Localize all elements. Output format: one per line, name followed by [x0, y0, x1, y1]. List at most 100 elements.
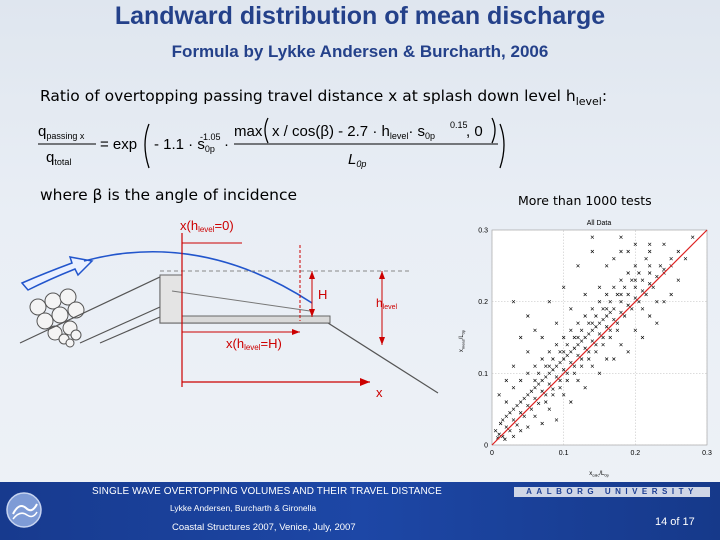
formula-comma-zero: , 0 — [466, 123, 483, 140]
label-x-hlevelH-end: =H) — [261, 336, 282, 351]
data-point — [533, 328, 537, 333]
data-point — [504, 400, 509, 404]
data-point — [576, 335, 580, 340]
data-point — [579, 357, 584, 361]
data-point — [640, 335, 645, 340]
data-point — [551, 393, 555, 397]
label-H: H — [318, 287, 327, 302]
data-point — [647, 271, 652, 275]
data-point — [561, 368, 566, 372]
data-point — [601, 335, 605, 340]
data-point — [644, 256, 648, 261]
data-point — [558, 385, 562, 390]
data-point — [615, 321, 620, 325]
data-point — [569, 328, 573, 333]
university-logo: AALBORG UNIVERSITY — [514, 487, 710, 497]
data-point — [601, 317, 605, 322]
data-point — [633, 242, 638, 247]
data-point — [676, 278, 681, 282]
label-x-hlevel0-end: =0) — [215, 218, 234, 233]
slide-title: Landward distribution of mean discharge — [114, 2, 606, 30]
data-point — [583, 335, 587, 340]
data-point — [551, 387, 555, 391]
data-point — [572, 364, 577, 368]
data-point — [565, 353, 569, 358]
data-point — [565, 342, 569, 347]
data-point — [662, 267, 666, 272]
data-point — [522, 414, 526, 419]
data-point — [612, 357, 616, 361]
data-point — [533, 385, 537, 390]
data-point — [640, 289, 645, 293]
y-axis-label: xmeas/L0p — [459, 329, 466, 352]
data-point — [626, 249, 630, 254]
data-point — [576, 264, 580, 268]
data-point — [590, 339, 595, 343]
data-point — [547, 371, 552, 376]
data-point — [544, 364, 548, 368]
breakwater-profile — [19, 276, 439, 394]
identity-line — [491, 229, 708, 446]
data-point — [608, 299, 612, 304]
svg-text:x(hlevel=0): x(hlevel=0) — [180, 218, 234, 234]
label-x-hlevelH-sub: level — [244, 343, 261, 352]
data-point — [583, 314, 587, 318]
data-point — [540, 335, 544, 340]
formula-num-tail-sup: 0.15 — [450, 120, 468, 130]
data-point — [594, 342, 598, 347]
formula-lhs-den: q — [46, 149, 54, 166]
data-point — [597, 321, 602, 325]
data-point — [590, 321, 595, 325]
data-point — [647, 242, 652, 247]
data-point — [518, 428, 523, 433]
data-point — [655, 274, 659, 279]
data-point — [608, 335, 612, 340]
data-point — [518, 378, 523, 383]
footer-title: SINGLE WAVE OVERTOPPING VOLUMES AND THEI… — [92, 486, 442, 497]
data-point — [518, 335, 523, 340]
data-point — [579, 328, 584, 333]
where-text: where β is the angle of incidence — [40, 186, 298, 204]
svg-text:x(hlevel=H): x(hlevel=H) — [226, 336, 282, 352]
svg-text:- 1.1 · s0p: - 1.1 · s0p — [154, 136, 215, 154]
formula-den: L — [348, 151, 356, 168]
data-point — [626, 292, 630, 297]
data-point — [544, 400, 548, 404]
data-point — [504, 414, 509, 419]
data-point — [554, 342, 559, 347]
formula-lhs-den-sub: total — [54, 157, 71, 167]
x-axis-label: xcalc/L0p — [589, 471, 609, 478]
data-point — [658, 264, 663, 268]
data-point — [547, 364, 552, 368]
data-point — [547, 407, 552, 411]
formula-num-tail-sub: 0p — [425, 131, 435, 141]
data-point — [637, 299, 641, 304]
data-point — [561, 350, 566, 354]
svg-text:hlevel: hlevel — [376, 296, 398, 311]
data-point — [690, 235, 695, 239]
x-tick-label: 0.2 — [630, 450, 640, 457]
data-point — [669, 292, 673, 297]
data-point — [583, 385, 587, 390]
data-point — [612, 317, 616, 322]
svg-text:L0p: L0p — [348, 151, 366, 169]
data-point — [551, 357, 555, 361]
data-point — [497, 393, 501, 397]
data-point — [526, 371, 530, 376]
data-point — [493, 428, 498, 433]
data-point — [547, 299, 552, 304]
crest-deck — [165, 315, 331, 324]
data-point — [544, 375, 548, 379]
data-point — [576, 342, 580, 347]
svg-text:x / cos(β) - 2.7 · hlevel· s0p: x / cos(β) - 2.7 · hlevel· s0p — [272, 123, 435, 141]
formula-num-expr: x / cos(β) - 2.7 · h — [272, 123, 390, 140]
data-point — [604, 325, 609, 329]
data-point — [590, 307, 595, 311]
data-point — [626, 271, 630, 275]
data-point — [619, 278, 623, 282]
data-point — [615, 292, 620, 297]
label-hlevel: h — [376, 296, 383, 310]
ratio-sub: level — [575, 95, 602, 109]
data-point — [540, 389, 544, 393]
